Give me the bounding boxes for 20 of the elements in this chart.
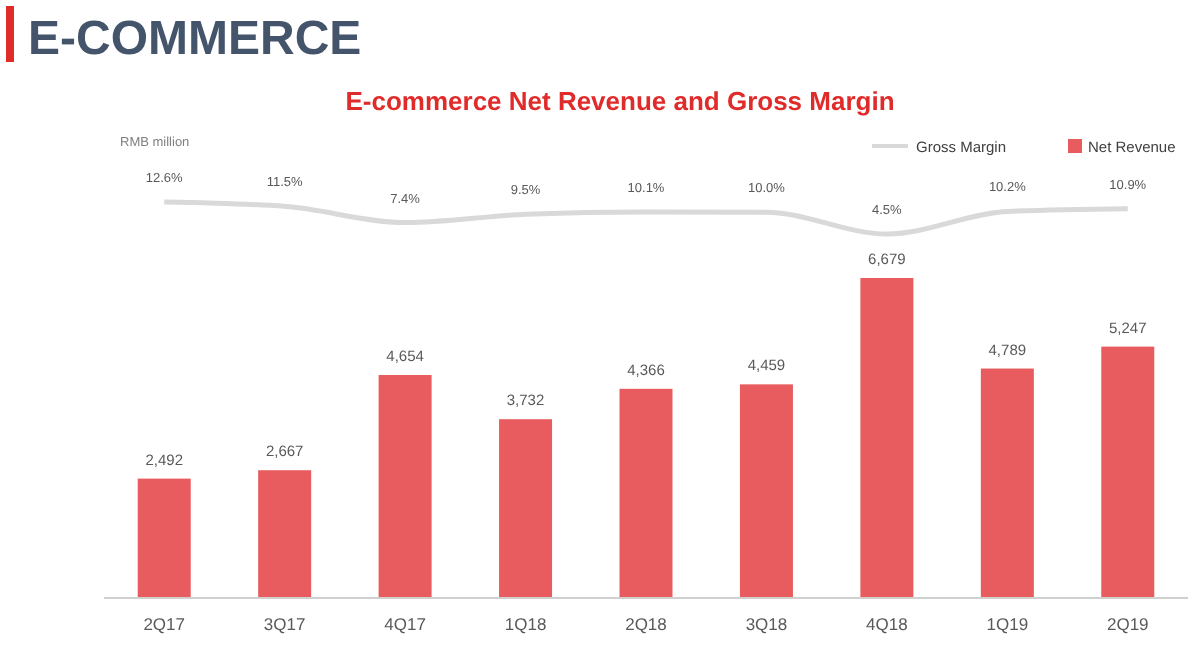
bar — [258, 470, 312, 598]
x-tick-label: 4Q17 — [384, 614, 427, 634]
bar — [378, 375, 432, 598]
x-tick-label: 2Q19 — [1106, 614, 1150, 634]
chart-title: E-COMMERCE — [28, 12, 362, 66]
x-tick-label: 3Q17 — [263, 614, 306, 634]
x-tick-label: 4Q18 — [866, 614, 909, 634]
bar — [499, 419, 553, 598]
bar — [980, 368, 1034, 598]
x-tick-label: 1Q18 — [504, 614, 547, 634]
bar — [1101, 346, 1155, 598]
x-tick-label: 2Q18 — [625, 614, 668, 634]
bar — [739, 384, 793, 598]
x-tick-label: 3Q18 — [745, 614, 788, 634]
x-tick-label: 1Q19 — [986, 614, 1029, 634]
chart-subtitle: E-commerce Net Revenue and Gross Margin — [345, 86, 895, 116]
x-tick-label: 2Q17 — [143, 614, 186, 634]
bar — [619, 388, 673, 598]
bar — [137, 478, 191, 598]
bar — [860, 278, 914, 598]
